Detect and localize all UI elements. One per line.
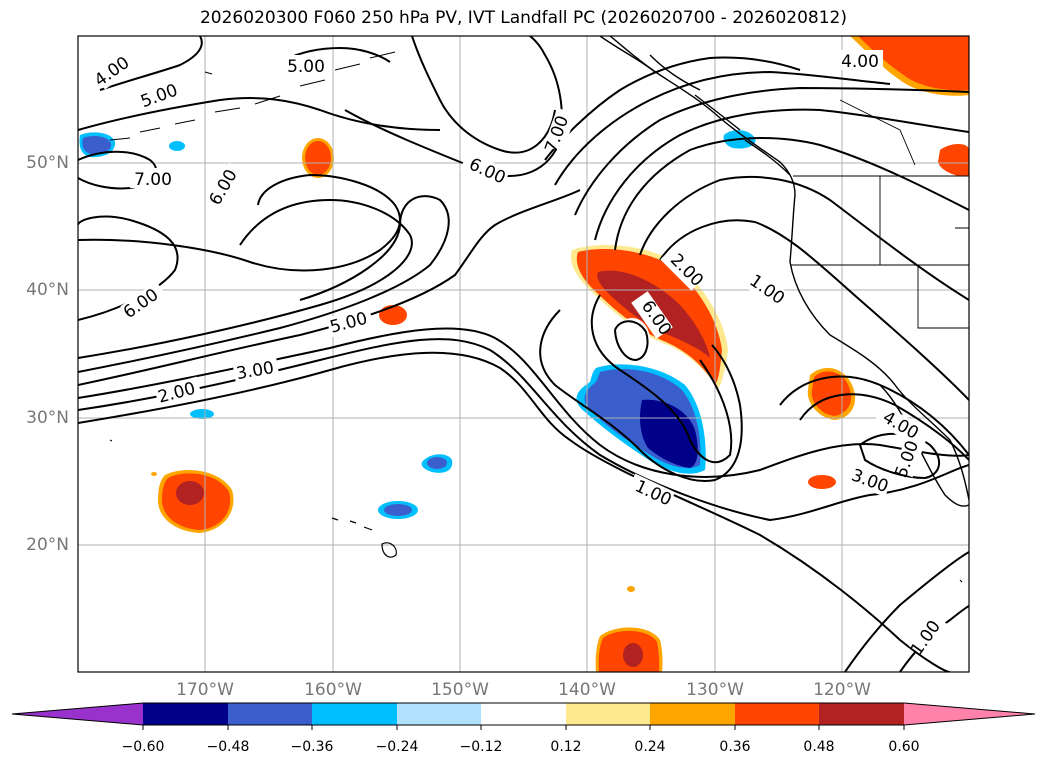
colorbar-bin: [397, 703, 482, 725]
contour-label: 4.00: [841, 52, 879, 72]
colorbar-tick-label: 0.24: [634, 739, 666, 755]
aleutians: [109, 51, 396, 141]
colorbar: [11, 702, 1036, 730]
contour-label: 5.00: [287, 57, 325, 77]
contour-line: [639, 175, 969, 301]
negative-anomaly: [640, 399, 698, 468]
contour-line: [613, 320, 649, 362]
contour-line: [594, 108, 969, 241]
colorbar-bin: [312, 703, 397, 725]
lon-label: 140°W: [558, 680, 616, 700]
negative-anomaly: [169, 141, 185, 151]
lat-label: 40°N: [26, 280, 69, 300]
colorbar-bin: [228, 703, 313, 725]
lon-label: 160°W: [304, 680, 362, 700]
contour-line: [899, 605, 969, 672]
contour-line: [78, 351, 951, 672]
colorbar-bin: [735, 703, 820, 725]
hawaii: [331, 517, 397, 558]
positive-anomaly: [627, 586, 635, 592]
contour-line: [78, 327, 969, 478]
positive-anomaly: [858, 36, 969, 91]
lon-label: 130°W: [686, 680, 744, 700]
colorbar-tick-label: −0.24: [375, 739, 419, 755]
contour-line: [284, 46, 391, 63]
colorbar-bin: [819, 703, 904, 725]
lon-label: 170°W: [176, 680, 234, 700]
colorbar-bin: [143, 703, 228, 725]
colorbar-bin: [650, 703, 735, 725]
colorbar-tick-label: −0.12: [459, 739, 503, 755]
state-borders: [790, 99, 969, 329]
map-border: [77, 35, 970, 673]
lat-label: 30°N: [26, 408, 69, 428]
positive-anomaly: [938, 144, 969, 177]
lon-label: 120°W: [813, 680, 871, 700]
contour-line: [544, 56, 801, 161]
colorbar-bin: [566, 703, 651, 725]
colorbar-tick-label: −0.36: [290, 739, 334, 755]
positive-anomaly: [811, 371, 852, 416]
contour-line: [78, 173, 401, 272]
contour-line: [858, 432, 940, 480]
north-america-coast: [609, 36, 969, 501]
contour-label: 7.00: [134, 170, 172, 190]
contour-line: [590, 294, 733, 464]
lat-label: 50°N: [26, 153, 69, 173]
positive-anomaly: [808, 475, 836, 489]
contour-label-bg: [92, 48, 948, 658]
negative-anomaly: [190, 409, 214, 419]
contour-line: [78, 338, 969, 522]
contour-line: [344, 36, 563, 177]
contour-line: [574, 86, 969, 216]
contour-line: [99, 36, 203, 91]
alaska-coast: [599, 36, 791, 176]
contour-line: [78, 97, 441, 131]
contours: [78, 36, 969, 672]
contour-line: [614, 137, 969, 251]
colorbar-tick-label: 0.12: [550, 739, 582, 755]
colorbar-extend-high: [904, 703, 1035, 725]
contour-line: [539, 309, 743, 482]
contour-line: [779, 375, 969, 456]
colorbar-tick-label: 0.48: [803, 739, 835, 755]
coastlines: [109, 36, 969, 583]
contour-line: [659, 219, 969, 401]
contour-line: [78, 198, 413, 359]
contour-line: [844, 551, 969, 672]
colorbar-tick-label: 0.36: [719, 739, 751, 755]
map-title: 2026020300 F060 250 hPa PV, IVT Landfall…: [199, 8, 847, 28]
positive-anomaly: [151, 472, 157, 476]
graticule: [78, 36, 969, 672]
colorbar-tick-label: −0.48: [206, 739, 250, 755]
contour-line: [411, 36, 556, 154]
lon-label: 150°W: [431, 680, 489, 700]
positive-anomaly: [379, 305, 407, 325]
contour-line: [78, 189, 581, 386]
colorbar-bin: [481, 703, 566, 725]
colorbar-extend-low: [12, 703, 143, 725]
colorbar-tick-label: 0.60: [888, 739, 920, 755]
contour-line: [554, 70, 891, 186]
contour-line: [78, 195, 450, 373]
lat-label: 20°N: [26, 535, 69, 555]
colorbar-tick-label: −0.60: [121, 739, 165, 755]
contour-line: [799, 393, 969, 461]
islands: [109, 71, 963, 583]
map-panel: [78, 36, 969, 672]
